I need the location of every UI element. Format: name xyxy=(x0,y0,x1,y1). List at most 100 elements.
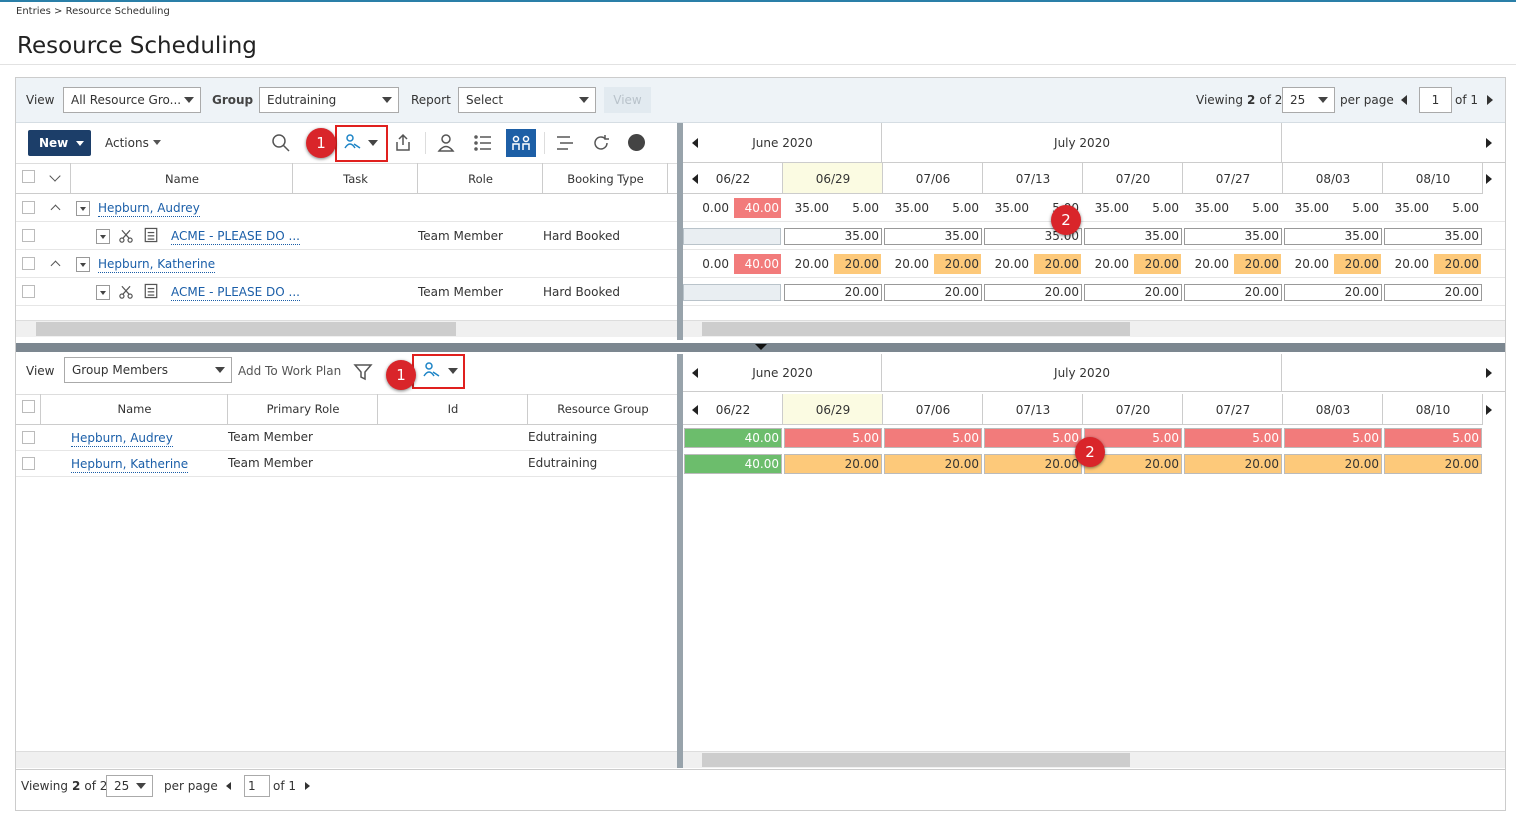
column-label: Id xyxy=(447,402,459,416)
hours-input[interactable]: 35.00 xyxy=(1184,228,1282,245)
hours-input[interactable]: 35.00 xyxy=(884,228,982,245)
checkbox[interactable] xyxy=(22,400,35,413)
capacity-cell: 20.00 xyxy=(884,454,982,474)
page-input[interactable]: 1 xyxy=(244,775,270,797)
hours-input[interactable]: 35.00 xyxy=(1284,228,1382,245)
capacity-cell: 5.00 xyxy=(984,428,1082,448)
scrollbar-thumb[interactable] xyxy=(702,322,1130,336)
gantt-icon[interactable] xyxy=(554,132,576,154)
capacity-cell: 5.00 xyxy=(784,428,882,448)
add-to-work-plan[interactable]: Add To Work Plan xyxy=(238,364,342,378)
view-button[interactable]: View xyxy=(604,87,651,113)
checkbox[interactable] xyxy=(22,229,35,242)
grid-row xyxy=(683,278,1505,306)
capacity-cell: 40.00 xyxy=(684,454,782,474)
checkbox[interactable] xyxy=(22,285,35,298)
hours-input[interactable]: 20.00 xyxy=(784,284,882,301)
resource-name[interactable]: Hepburn, Audrey xyxy=(98,201,200,217)
hours-input[interactable]: 20.00 xyxy=(984,284,1082,301)
scissors-icon[interactable] xyxy=(117,283,135,301)
primary-role: Team Member xyxy=(228,430,313,444)
member-name[interactable]: Hepburn, Katherine xyxy=(71,457,189,473)
capacity-cell: 5.00 xyxy=(1184,428,1282,448)
expand-menu[interactable] xyxy=(96,229,110,244)
expand-menu[interactable] xyxy=(76,201,90,216)
list-icon[interactable] xyxy=(472,132,494,154)
page-input[interactable]: 1 xyxy=(1419,87,1452,113)
hours-input[interactable]: 20.00 xyxy=(1184,284,1282,301)
hours-input[interactable]: 35.00 xyxy=(1384,228,1482,245)
booked-hours: 5.00 xyxy=(852,201,879,215)
hours-input[interactable]: 20.00 xyxy=(1384,284,1482,301)
available-hours: 20.00 xyxy=(1294,257,1329,271)
week-header: 06/22 xyxy=(683,163,783,194)
checkbox[interactable] xyxy=(22,457,35,470)
main-panel xyxy=(15,77,1506,811)
week-label: 06/29 xyxy=(815,402,851,417)
dropdown-caret xyxy=(382,97,392,103)
checkbox[interactable] xyxy=(22,170,35,183)
expand-menu[interactable] xyxy=(76,257,90,272)
checkbox[interactable] xyxy=(22,257,35,270)
hours-input[interactable]: 35.00 xyxy=(784,228,882,245)
column-header: Role xyxy=(417,163,542,194)
assignment-name[interactable]: ACME - PLEASE DO ... xyxy=(171,229,300,245)
refresh-icon[interactable] xyxy=(590,132,612,154)
page-size-dropdown[interactable]: 25 xyxy=(106,775,153,797)
label: per page xyxy=(164,779,218,793)
member-name[interactable]: Hepburn, Audrey xyxy=(71,431,173,447)
assignment-name[interactable]: ACME - PLEASE DO ... xyxy=(171,285,300,301)
group-dropdown[interactable]: Edutraining xyxy=(259,87,399,113)
available-hours: 20.00 xyxy=(1194,257,1229,271)
dropdown-caret xyxy=(1318,97,1328,103)
week-header: 07/06 xyxy=(883,394,983,425)
week-label: 07/27 xyxy=(1215,171,1251,186)
scrollbar-thumb[interactable] xyxy=(702,753,1130,767)
resource-view-icon[interactable] xyxy=(421,360,443,382)
notes-icon[interactable] xyxy=(142,282,160,300)
role: Team Member xyxy=(418,285,503,299)
report-dropdown[interactable]: Select xyxy=(458,87,596,113)
hours-input[interactable]: 35.00 xyxy=(1084,228,1182,245)
booked-hours: 5.00 xyxy=(1252,201,1279,215)
actions-menu[interactable]: Actions xyxy=(105,136,149,150)
resource-name[interactable]: Hepburn, Katherine xyxy=(98,257,216,273)
filter-icon[interactable] xyxy=(352,361,374,383)
search-icon[interactable] xyxy=(270,132,292,154)
available-hours: 20.00 xyxy=(1394,257,1429,271)
checkbox[interactable] xyxy=(22,431,35,444)
week-header: 08/03 xyxy=(1283,394,1383,425)
highlight-box xyxy=(412,354,465,389)
paging-viewing: Viewing xyxy=(21,779,69,793)
view-dropdown[interactable]: Group Members xyxy=(64,357,232,383)
export-icon[interactable] xyxy=(392,132,414,154)
hours-input[interactable]: 20.00 xyxy=(1284,284,1382,301)
team-icon[interactable] xyxy=(510,132,532,154)
view-dropdown[interactable]: All Resource Gro... xyxy=(63,87,201,113)
column-header: Primary Role xyxy=(227,394,377,425)
header-separator xyxy=(0,64,1516,65)
expand-menu[interactable] xyxy=(96,285,110,300)
column-label: Name xyxy=(117,402,152,416)
resource-view-icon[interactable] xyxy=(342,132,364,154)
help-icon[interactable] xyxy=(628,134,645,151)
assign-icon[interactable] xyxy=(435,132,457,154)
notes-icon[interactable] xyxy=(142,226,160,244)
resource-group: Edutraining xyxy=(528,430,598,444)
timeline-months xyxy=(683,123,1505,163)
week-label: 08/03 xyxy=(1315,171,1351,186)
week-next xyxy=(1486,173,1492,184)
booked-hours: 20.00 xyxy=(1134,254,1181,274)
available-hours: 35.00 xyxy=(1394,201,1429,215)
checkbox[interactable] xyxy=(22,201,35,214)
page-size-dropdown[interactable]: 25 xyxy=(1282,87,1335,113)
new-button[interactable]: New xyxy=(28,130,91,156)
hours-input[interactable]: 20.00 xyxy=(1084,284,1182,301)
column-header: Task xyxy=(292,163,417,194)
week-prev xyxy=(692,404,698,415)
paging-summary: Viewing 2 of 2 xyxy=(1196,92,1286,108)
scrollbar-thumb[interactable] xyxy=(36,322,456,336)
hours-input[interactable]: 20.00 xyxy=(884,284,982,301)
scissors-icon[interactable] xyxy=(117,227,135,245)
